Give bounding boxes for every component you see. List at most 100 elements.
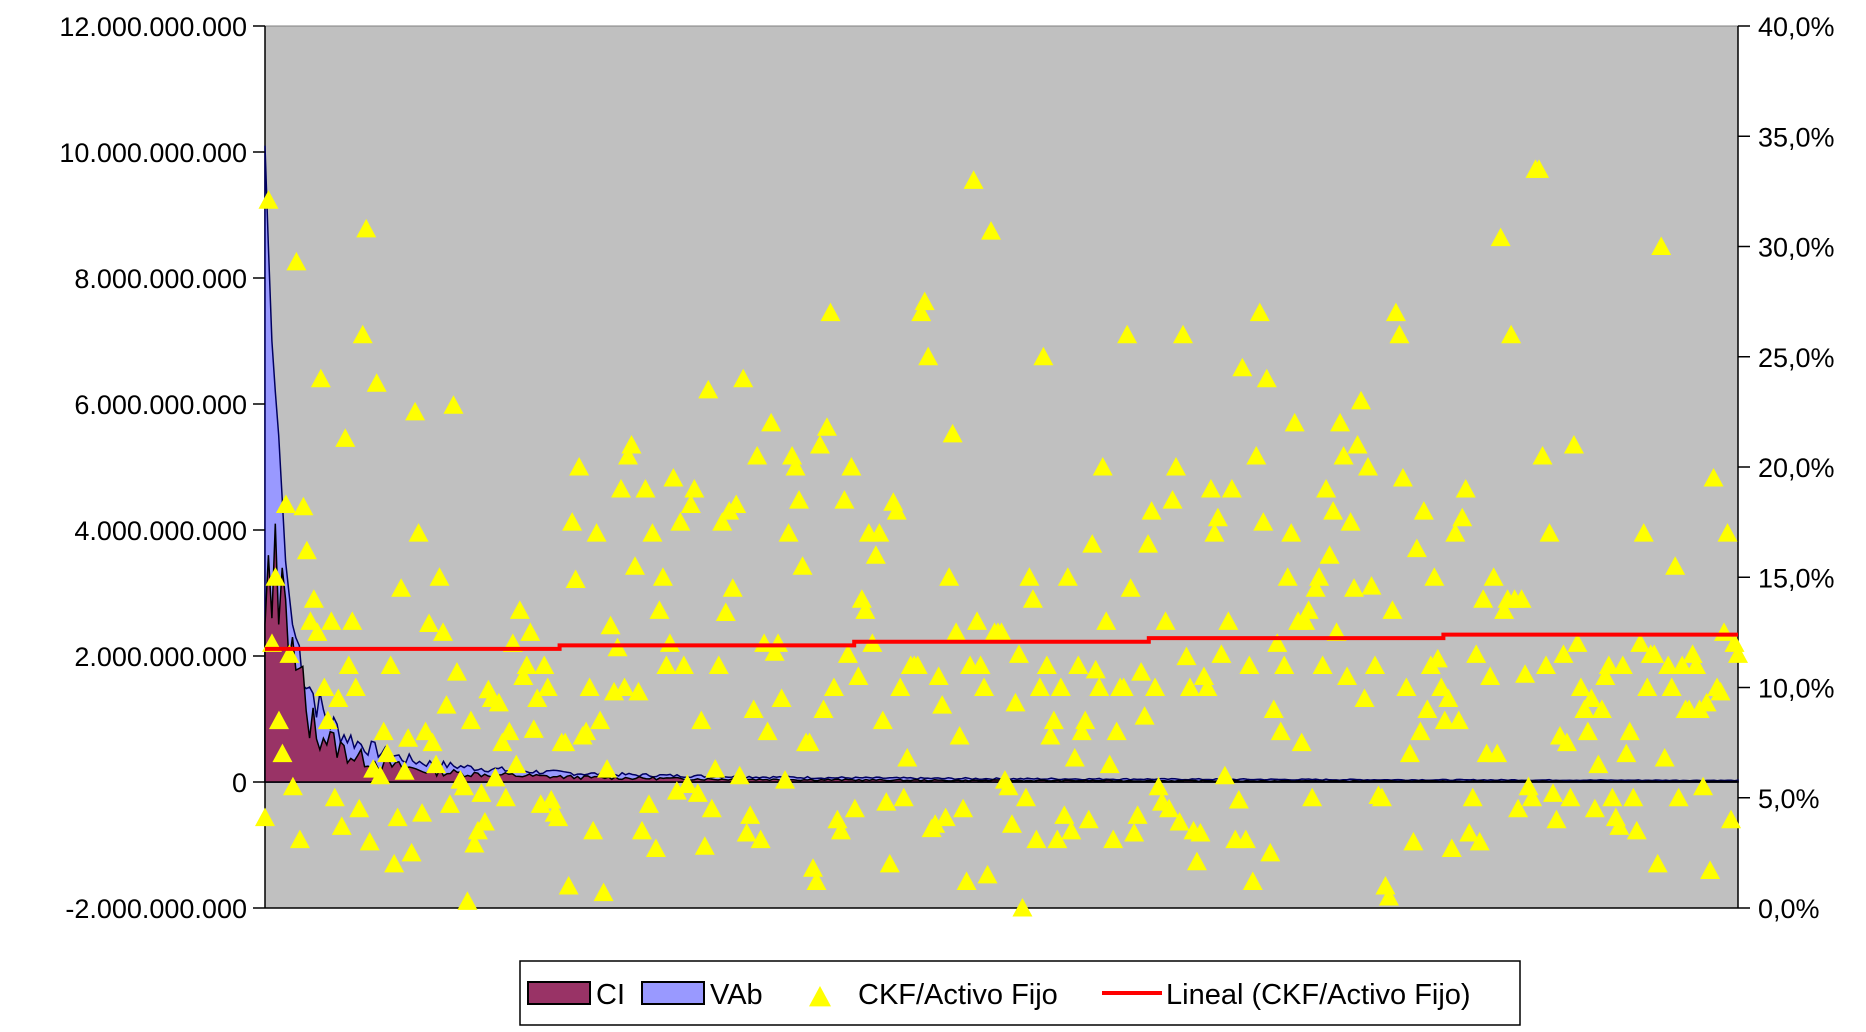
scatter-point: [837, 644, 858, 663]
scatter-point: [1047, 829, 1068, 849]
scatter-point: [1396, 677, 1417, 696]
scatter-point: [1106, 721, 1127, 741]
scatter-point: [523, 719, 544, 738]
scatter-point: [1145, 677, 1166, 696]
scatter-point: [439, 794, 460, 813]
scatter-point: [1249, 302, 1270, 322]
scatter-point: [565, 569, 586, 588]
scatter-point: [485, 767, 506, 787]
scatter-point: [1319, 545, 1340, 564]
scatter-point: [624, 556, 645, 575]
scatter-point: [1595, 666, 1616, 685]
scatter-point: [1141, 501, 1162, 520]
scatter-point: [258, 190, 279, 209]
scatter-point: [1316, 479, 1337, 498]
legend-swatch-ci: [527, 981, 591, 1005]
scatter-point: [1295, 611, 1316, 630]
tick-labels: -2.000.000.000 0 2.000.000.000 4.000.000.00…: [59, 12, 1834, 924]
scatter-point: [1291, 732, 1312, 752]
scatter-point: [963, 170, 984, 189]
left-tick-label: 4.000.000.000: [74, 516, 247, 546]
scatter-point: [1347, 434, 1368, 454]
scatter-point: [635, 479, 656, 498]
scatter-point: [872, 710, 893, 730]
scatter-point: [555, 732, 576, 752]
scatter-point: [1267, 633, 1288, 652]
scatter-point: [1281, 523, 1302, 542]
scatter-point: [1204, 523, 1225, 542]
scatter-point: [1235, 829, 1256, 849]
scatter-point: [1668, 787, 1689, 807]
scatter-point: [1483, 567, 1504, 586]
scatter-point: [1385, 302, 1406, 322]
scatter-point: [970, 655, 991, 674]
scatter-point: [1330, 412, 1351, 432]
scatter-point: [513, 666, 534, 685]
scatter-point: [1543, 783, 1564, 802]
scatter-point: [1071, 721, 1092, 741]
scatter-point: [1001, 814, 1022, 833]
scatter-point: [1459, 823, 1480, 842]
scatter-point: [750, 829, 771, 849]
scatter-point: [1200, 479, 1221, 498]
scatter-point: [1577, 721, 1598, 741]
scatter-point: [785, 457, 806, 476]
scatter-point: [698, 379, 719, 399]
scatter-point: [1717, 523, 1738, 542]
scatter-point: [1539, 523, 1560, 542]
scatter-point: [433, 622, 454, 641]
scatter-point: [265, 567, 286, 586]
scatter-point: [506, 754, 527, 774]
scatter-point: [300, 611, 321, 630]
scatter-point: [356, 218, 377, 238]
scatter-point: [1686, 655, 1707, 674]
scatter-point: [268, 710, 289, 730]
scatter-point: [1490, 227, 1511, 247]
scatter-point: [1441, 838, 1462, 857]
scatter-point: [1242, 871, 1263, 891]
scatter-point: [1103, 829, 1124, 849]
scatter-point: [1560, 787, 1581, 807]
scatter-point: [345, 677, 366, 696]
scatter-point: [761, 412, 782, 432]
scatter-point: [1298, 600, 1319, 619]
scatter-point: [1647, 853, 1668, 873]
scatter-point: [1623, 787, 1644, 807]
scatter-point: [1305, 578, 1326, 597]
scatter-point: [1159, 798, 1180, 818]
scatter-point: [1333, 445, 1354, 465]
left-tick-label: 2.000.000.000: [74, 642, 247, 672]
scatter-point: [509, 600, 530, 619]
scatter-point: [1480, 666, 1501, 685]
scatter-point: [1494, 600, 1515, 619]
scatter-series: [255, 159, 1748, 917]
scatter-point: [1026, 829, 1047, 849]
scatter-point: [792, 556, 813, 575]
scatter-point: [1260, 842, 1281, 862]
scatter-point: [1424, 567, 1445, 586]
scatter-point: [1466, 644, 1487, 663]
scatter-point: [712, 512, 733, 531]
scatter-point: [443, 395, 464, 414]
scatter-point: [911, 302, 932, 322]
right-tick-label: 40,0%: [1758, 12, 1835, 42]
scatter-point: [1029, 677, 1050, 696]
scatter-point: [1078, 809, 1099, 829]
scatter-point: [1040, 726, 1061, 745]
scatter-point: [1532, 445, 1553, 465]
scatter-point: [949, 726, 970, 745]
scatter-point: [652, 567, 673, 586]
scatter-point: [255, 807, 275, 827]
scatter-point: [663, 468, 684, 487]
scatter-point: [1089, 677, 1110, 696]
scatter-point: [925, 814, 946, 833]
scatter-point: [1616, 743, 1637, 763]
scatter-point: [991, 622, 1012, 641]
scatter-point: [377, 743, 398, 763]
right-tick-label: 15,0%: [1758, 563, 1835, 593]
scatter-point: [1431, 677, 1452, 696]
scatter-point: [1364, 655, 1385, 674]
scatter-point: [729, 765, 750, 785]
scatter-point: [694, 836, 715, 855]
scatter-point: [401, 842, 422, 862]
